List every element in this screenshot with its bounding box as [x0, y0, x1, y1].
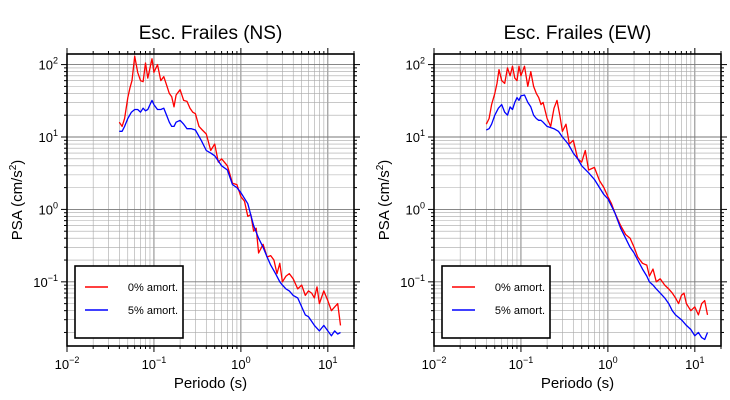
chart-title: Esc. Frailes (NS) [139, 23, 283, 44]
series-line-red [485, 65, 709, 316]
x-tick-label: 10−1 [509, 355, 534, 372]
x-tick-label: 10−2 [55, 355, 80, 372]
series-line-blue [119, 99, 341, 337]
grid [433, 54, 722, 346]
x-tick-label: 101 [318, 355, 337, 372]
chart-title: Esc. Frailes (EW) [504, 23, 652, 44]
x-axis-label: Periodo (s) [174, 375, 247, 392]
x-tick-label: 100 [231, 355, 250, 372]
plot-frame [433, 53, 722, 347]
legend: 0% amort. 5% amort. [441, 265, 551, 339]
legend-label: 5% amort. [128, 305, 178, 317]
legend-box [441, 265, 551, 339]
y-tick-label: 102 [406, 56, 425, 73]
series-line-red [118, 55, 342, 326]
x-tick-label: 10−2 [422, 355, 447, 372]
x-tick-label: 100 [598, 355, 617, 372]
x-axis-label: Periodo (s) [541, 375, 614, 392]
y-tick-label: 101 [406, 128, 425, 145]
legend-label: 5% amort. [495, 305, 545, 317]
plot-frame [66, 53, 355, 347]
chart-panel: 10−2 10−1 100 101 10−1 100 101 102 Esc. Frailes … [375, 23, 727, 392]
chart-panel: 10−2 10−1 100 101 10−1 100 101 102 Esc. Frailes … [8, 23, 360, 392]
series-line-blue [486, 94, 709, 341]
y-axis-label: PSA (cm/s2) [375, 160, 393, 241]
y-tick-label: 10−1 [33, 273, 58, 290]
y-tick-label: 102 [39, 56, 58, 73]
y-tick-label: 100 [406, 200, 425, 217]
y-tick-label: 101 [39, 128, 58, 145]
legend-label: 0% amort. [495, 282, 545, 294]
legend: 0% amort. 5% amort. [74, 265, 184, 339]
y-tick-label: 10−1 [400, 273, 425, 290]
legend-label: 0% amort. [128, 282, 178, 294]
x-tick-label: 101 [685, 355, 704, 372]
y-tick-label: 100 [39, 200, 58, 217]
grid [66, 54, 355, 346]
y-axis-label: PSA (cm/s2) [8, 160, 26, 241]
x-tick-label: 10−1 [142, 355, 167, 372]
legend-box [74, 265, 184, 339]
